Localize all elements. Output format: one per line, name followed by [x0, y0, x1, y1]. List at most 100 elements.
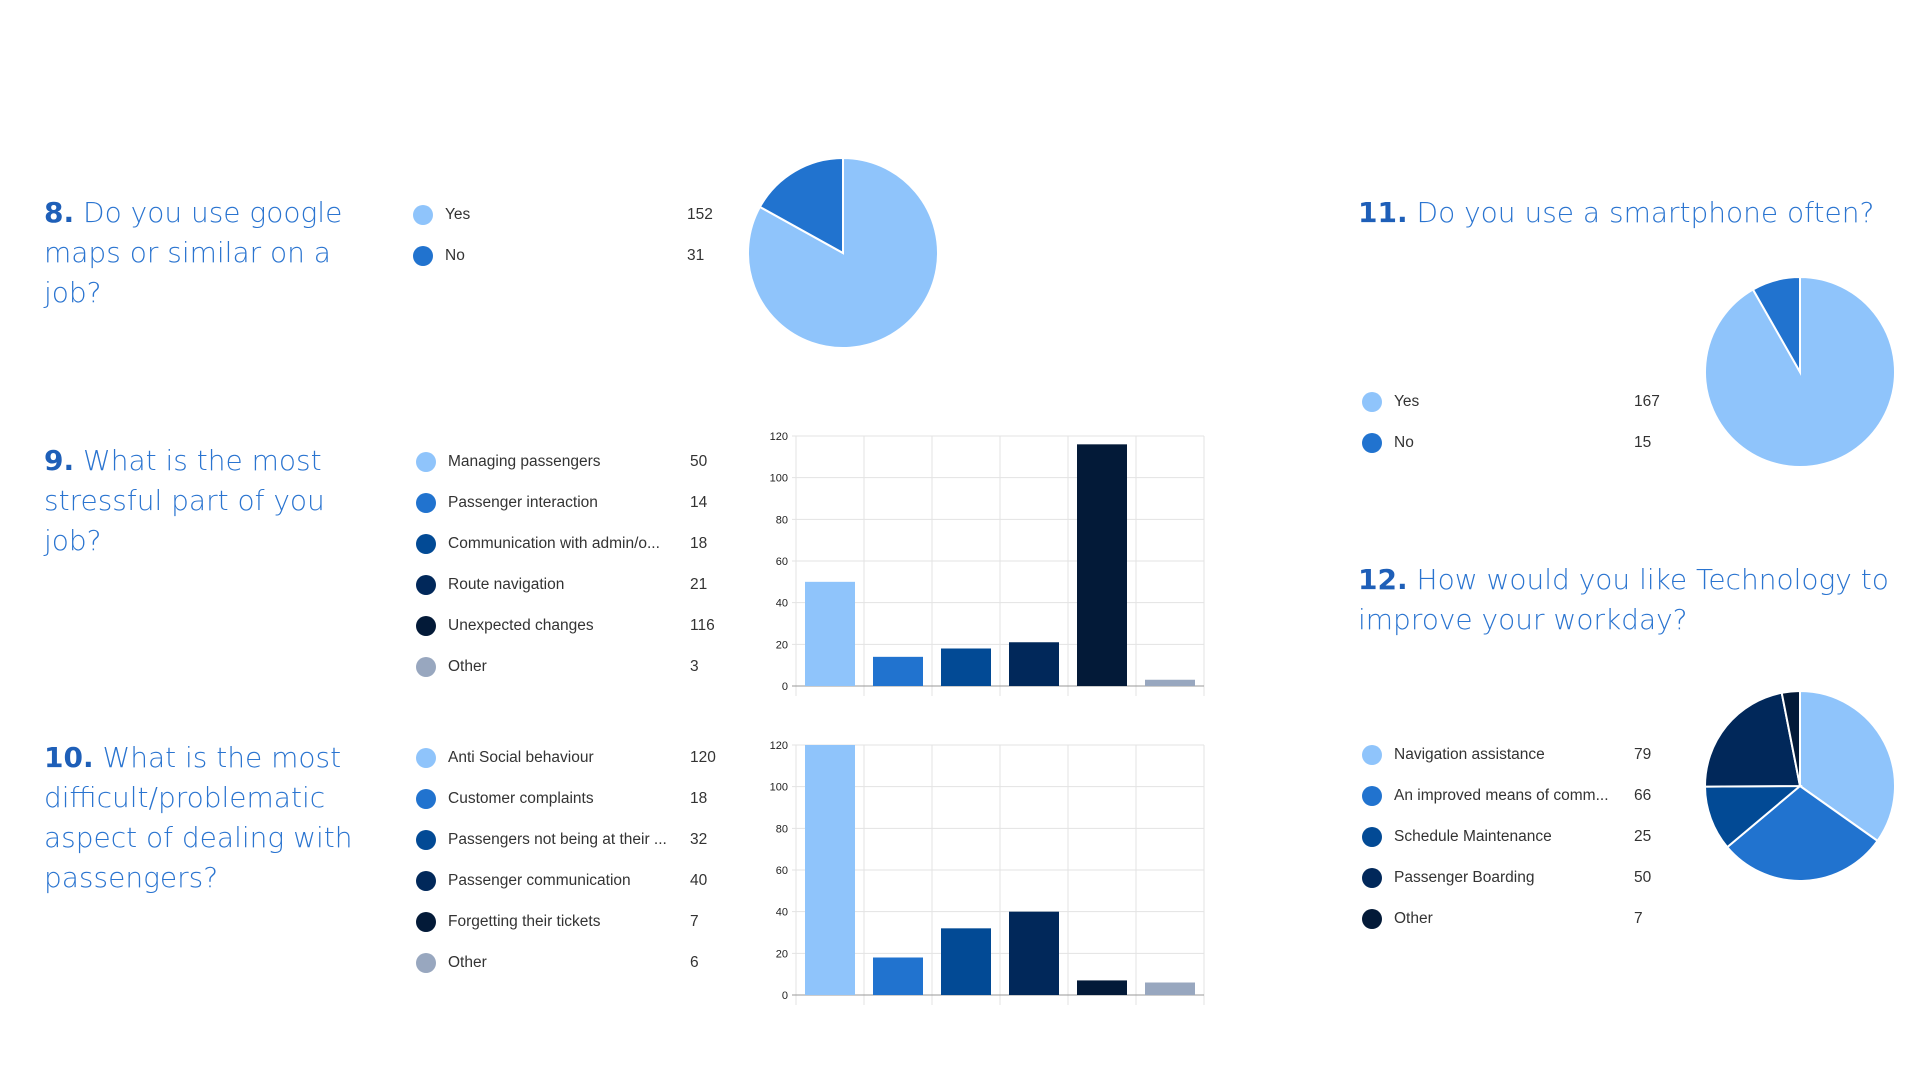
- q10-legend-count: 6: [690, 954, 699, 971]
- q10-legend-count: 7: [690, 913, 699, 930]
- q12-legend-item: Passenger Boarding 50: [1362, 868, 1674, 888]
- q9-y-tick-label: 0: [782, 681, 788, 693]
- q11-legend-swatch: [1362, 433, 1382, 453]
- q12-slice: [1704, 691, 1802, 788]
- q9-legend-count: 14: [690, 494, 708, 511]
- q9-y-tick-label: 20: [776, 639, 788, 651]
- q9-legend-item: Other 3: [416, 657, 730, 677]
- q9-y-tick-label: 100: [770, 473, 788, 485]
- q12-legend-label: Navigation assistance: [1394, 746, 1545, 763]
- q10-legend: Anti Social behaviour 120 Customer complai…: [416, 748, 726, 978]
- q12-slice: [1703, 784, 1803, 849]
- q11-legend-item: No 15: [1362, 433, 1674, 453]
- q10-y-tick-label: 20: [776, 948, 788, 960]
- q9-y-tick-label: 40: [776, 598, 788, 610]
- q10-legend-item: Other 6: [416, 953, 730, 973]
- q10-line-4: passengers?: [44, 861, 219, 894]
- q12-slice: [1725, 784, 1879, 882]
- q9-legend-item: Unexpected changes 116: [416, 616, 730, 636]
- q11-legend: Yes 167 No 15: [1362, 392, 1672, 472]
- q9-y-tick-label: 120: [770, 431, 788, 443]
- q8-legend: Yes 152 No 31: [413, 205, 723, 285]
- q12-legend-item: Other 7: [1362, 909, 1674, 929]
- q9-legend-swatch: [416, 657, 436, 677]
- q10-line-1: What is the most: [102, 741, 342, 774]
- q10-legend-count: 32: [690, 831, 708, 848]
- q9-legend-label: Managing passengers: [448, 453, 601, 470]
- q9-legend-swatch: [416, 616, 436, 636]
- q9-legend-item: Route navigation 21: [416, 575, 730, 595]
- q9-bar: [1009, 642, 1059, 686]
- q9-bar: [873, 656, 923, 686]
- q12-legend-count: 66: [1634, 787, 1652, 804]
- q10-bar: [941, 928, 991, 995]
- q11-legend-swatch: [1362, 392, 1382, 412]
- q11-legend-count: 15: [1634, 434, 1652, 451]
- q9-legend-count: 18: [690, 535, 708, 552]
- q9-legend-label: Other: [448, 658, 487, 675]
- q10-legend-count: 40: [690, 872, 708, 889]
- q12-legend-swatch: [1362, 868, 1382, 888]
- q11-legend-item: Yes 167: [1362, 392, 1674, 412]
- q9-legend-label: Route navigation: [448, 576, 565, 593]
- q12-legend-label: Passenger Boarding: [1394, 869, 1535, 886]
- q10-legend-item: Forgetting their tickets 7: [416, 912, 730, 932]
- q10-bar: [1077, 980, 1127, 995]
- q9-legend-label: Communication with admin/o...: [448, 535, 660, 552]
- q8-legend-count: 152: [687, 206, 713, 223]
- q10-bar: [805, 745, 855, 995]
- q10-bar: [873, 957, 923, 995]
- q10-y-tick-label: 40: [776, 907, 788, 919]
- q11-legend-count: 167: [1634, 393, 1660, 410]
- q10-bar-chart: 0 20 40 60 80 100 120: [770, 740, 1205, 1005]
- q9-legend-swatch: [416, 575, 436, 595]
- q9-legend-item: Managing passengers 50: [416, 452, 730, 472]
- q10-y-tick-label: 0: [782, 990, 788, 1002]
- q12-legend-count: 25: [1634, 828, 1652, 845]
- q10-legend-label: Customer complaints: [448, 790, 594, 807]
- q10-legend-label: Forgetting their tickets: [448, 913, 601, 930]
- q10-legend-swatch: [416, 748, 436, 768]
- q12-legend-count: 79: [1634, 746, 1652, 763]
- q12-legend-count: 50: [1634, 869, 1652, 886]
- q10-legend-swatch: [416, 953, 436, 973]
- q12-slice: [1799, 689, 1896, 843]
- q9-bar-chart: 0 20 40 60 80 100 120: [770, 431, 1205, 696]
- q9-bar: [941, 648, 991, 686]
- q9-legend-swatch: [416, 493, 436, 513]
- q11-pie-chart: [1704, 275, 1896, 468]
- question-11-title: 11. Do you use a smartphone often?: [1358, 196, 1875, 229]
- q10-line-2: difficult/problematic: [44, 781, 326, 814]
- q8-legend-swatch: [413, 246, 433, 266]
- q12-legend-swatch: [1362, 909, 1382, 929]
- q10-y-tick-label: 120: [770, 740, 788, 752]
- q12-legend-count: 7: [1634, 910, 1643, 927]
- q10-legend-label: Anti Social behaviour: [448, 749, 594, 766]
- question-9-title: 9. What is the most stressful part of yo…: [44, 444, 325, 557]
- q10-y-tick-label: 80: [776, 823, 788, 835]
- q10-legend-label: Passengers not being at their ...: [448, 831, 667, 848]
- question-10-title: 10. What is the most difficult/problemat…: [44, 741, 353, 894]
- q9-legend-count: 50: [690, 453, 708, 470]
- q10-line-3: aspect of dealing with: [44, 821, 353, 854]
- q12-slice: [1780, 689, 1801, 787]
- q10-legend-count: 120: [690, 749, 716, 766]
- q9-legend-item: Passenger interaction 14: [416, 493, 730, 513]
- q10-legend-item: Passenger communication 40: [416, 871, 730, 891]
- q10-legend-swatch: [416, 789, 436, 809]
- q10-y-tick-label: 60: [776, 865, 788, 877]
- q12-line-2: improve your workday?: [1358, 603, 1688, 636]
- q10-bar: [1009, 911, 1059, 995]
- q12-legend-label: Schedule Maintenance: [1394, 828, 1552, 845]
- q12-legend-swatch: [1362, 745, 1382, 765]
- q8-legend-swatch: [413, 205, 433, 225]
- q8-line-2: maps or similar on a job?: [44, 236, 331, 309]
- q8-pie-chart: [747, 156, 939, 349]
- q11-line-1: Do you use a smartphone often?: [1416, 196, 1875, 229]
- question-12-title: 12. How would you like Technology to imp…: [1358, 563, 1889, 636]
- q8-legend-item: No 31: [413, 246, 727, 266]
- q12-legend-swatch: [1362, 827, 1382, 847]
- q9-line-1: What is the most: [83, 444, 322, 477]
- q9-legend: Managing passengers 50 Passenger interacti…: [416, 452, 726, 682]
- q12-legend-swatch: [1362, 786, 1382, 806]
